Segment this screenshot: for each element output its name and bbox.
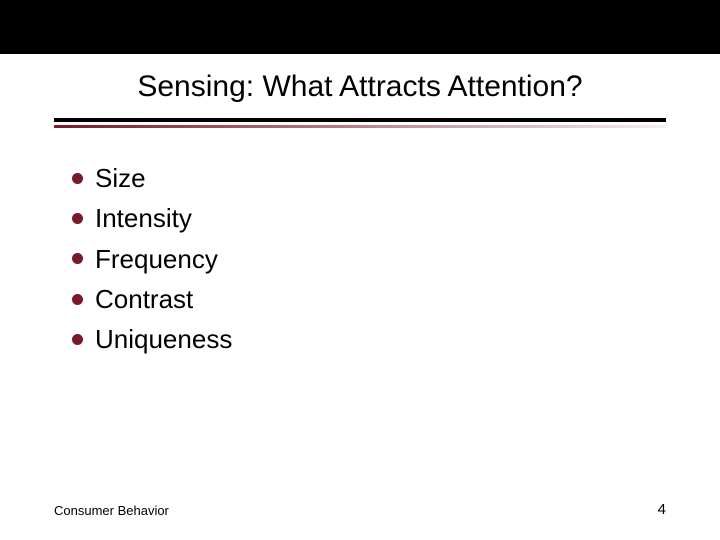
bullet-list: Size Intensity Frequency Contrast Unique…: [72, 158, 232, 359]
top-bar: [0, 0, 720, 54]
bullet-icon: [72, 253, 83, 264]
slide-title: Sensing: What Attracts Attention?: [0, 70, 720, 104]
separator-line-thick: [54, 118, 666, 122]
page-number: 4: [658, 501, 666, 518]
list-item: Uniqueness: [72, 319, 232, 359]
list-item-label: Uniqueness: [95, 319, 232, 359]
separator-line-gradient: [54, 125, 666, 128]
list-item: Size: [72, 158, 232, 198]
list-item-label: Intensity: [95, 198, 192, 238]
slide: Sensing: What Attracts Attention? Size I…: [0, 0, 720, 540]
bullet-icon: [72, 173, 83, 184]
bullet-icon: [72, 213, 83, 224]
list-item: Contrast: [72, 279, 232, 319]
list-item-label: Frequency: [95, 239, 218, 279]
title-separator: [54, 118, 666, 128]
bullet-icon: [72, 294, 83, 305]
list-item-label: Contrast: [95, 279, 193, 319]
bullet-icon: [72, 334, 83, 345]
list-item-label: Size: [95, 158, 146, 198]
list-item: Intensity: [72, 198, 232, 238]
list-item: Frequency: [72, 239, 232, 279]
footer-left: Consumer Behavior: [54, 503, 169, 518]
